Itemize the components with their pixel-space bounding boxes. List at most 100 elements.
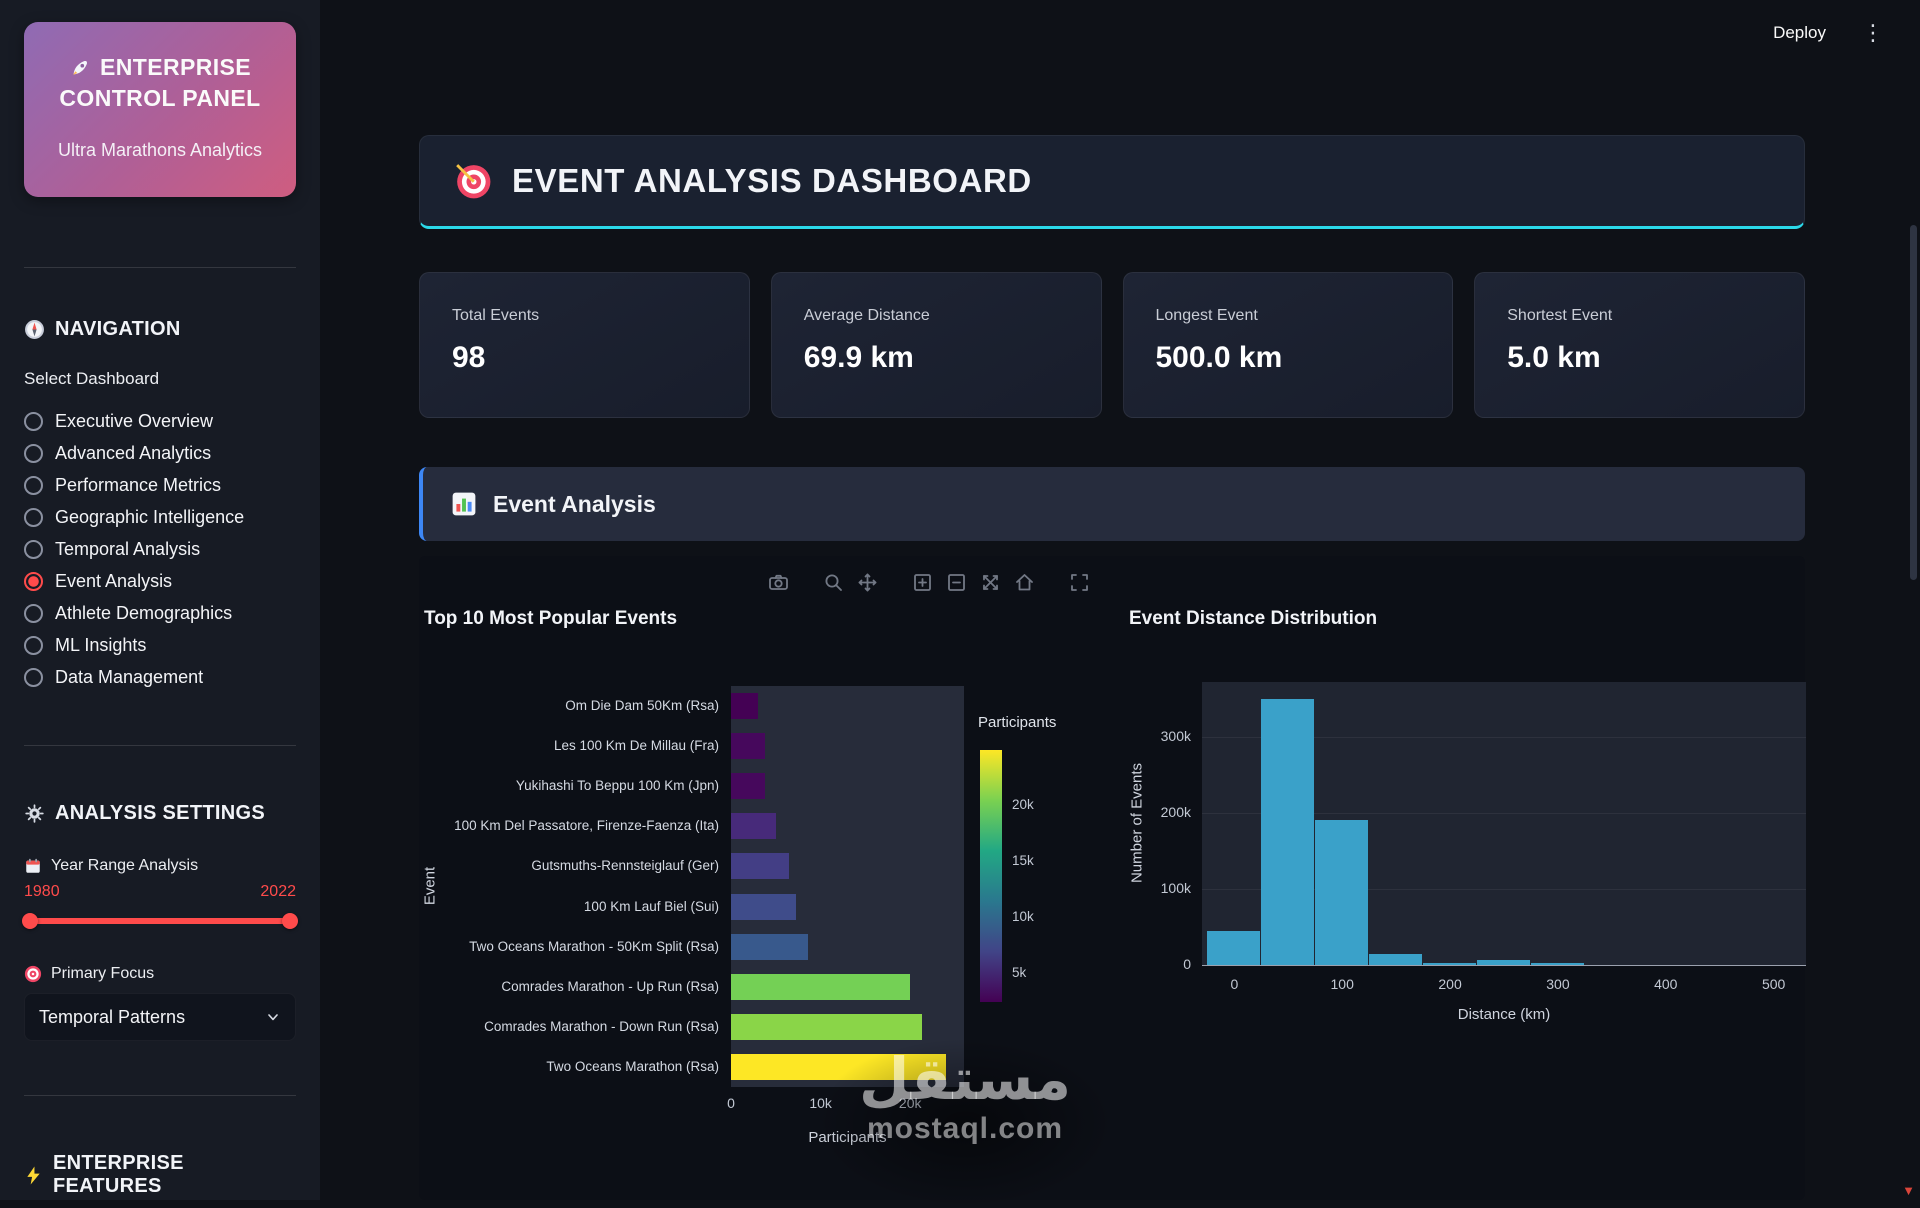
histogram-plot-area[interactable] (1202, 682, 1806, 966)
target-dart-icon (454, 162, 492, 200)
zoom-out-icon[interactable] (946, 572, 967, 593)
sidebar-item-executive-overview[interactable]: Executive Overview (24, 405, 296, 437)
year-range-min: 1980 (24, 883, 60, 900)
sidebar-item-performance-metrics[interactable]: Performance Metrics (24, 469, 296, 501)
radio-icon (24, 443, 43, 463)
metric-label: Average Distance (803, 307, 930, 324)
x-tick: 0 (1230, 976, 1239, 992)
y-axis-label: Number of Events (1128, 762, 1146, 884)
radio-label: Data Management (55, 666, 204, 687)
deploy-button[interactable]: Deploy (1773, 23, 1826, 42)
bar-plot-area[interactable] (731, 686, 964, 1087)
camera-icon[interactable] (768, 572, 789, 593)
x-tick: 400 (1654, 976, 1678, 992)
histogram-bar (1207, 930, 1261, 965)
x-tick: 10k (809, 1095, 832, 1111)
zoom-in-icon[interactable] (912, 572, 933, 593)
home-icon[interactable] (1014, 572, 1035, 593)
sidebar-item-ml-insights[interactable]: ML Insights (24, 629, 296, 661)
bar-two-oceans-marathon-50km-split-rsa (731, 933, 809, 960)
y-tick: 100k (1160, 879, 1191, 896)
gridline (1202, 888, 1806, 890)
year-range-max: 2022 (260, 883, 296, 900)
year-range-values: 1980 2022 (24, 883, 296, 901)
year-range-slider[interactable] (22, 913, 298, 929)
colorbar-tick: 10k (1012, 909, 1034, 924)
category-label: Yukihashi To Beppu 100 Km (Jpn) (515, 778, 719, 794)
plotly-modebar (768, 572, 1090, 593)
sidebar-item-event-analysis[interactable]: Event Analysis (24, 565, 296, 597)
radio-label: Geographic Intelligence (55, 506, 245, 527)
primary-focus-value: Temporal Patterns (39, 1006, 186, 1027)
metric-card-total-events: Total Events 98 (419, 272, 750, 418)
page-title: EVENT ANALYSIS DASHBOARD (512, 162, 1032, 199)
gridline (1202, 812, 1806, 814)
main-content: Deploy ⋮ EVENT ANALYSIS DASHBOARD Total … (320, 0, 1920, 1208)
lightning-icon (24, 1165, 43, 1185)
x-tick: 100 (1330, 976, 1354, 992)
metric-card-longest-event: Longest Event 500.0 km (1122, 272, 1454, 418)
gridline (1202, 736, 1806, 738)
analysis-settings-heading-label: ANALYSIS SETTINGS (55, 802, 265, 824)
category-label: Comrades Marathon - Up Run (Rsa) (501, 978, 719, 994)
year-range-label: Year Range Analysis (24, 857, 296, 875)
bar-comrades-marathon-up-run-rsa (731, 973, 911, 1000)
y-tick: 0 (1183, 956, 1191, 972)
sidebar-divider (24, 1095, 296, 1096)
bar-om-die-dam-50km-rsa (731, 693, 758, 720)
primary-focus-label: Primary Focus (24, 965, 296, 983)
event-analysis-section-header: Event Analysis (419, 467, 1805, 541)
calendar-icon (24, 857, 42, 875)
radio-label: Advanced Analytics (55, 442, 212, 463)
slider-thumb-min[interactable] (22, 913, 38, 929)
kebab-menu-icon[interactable]: ⋮ (1862, 20, 1884, 45)
primary-focus-select[interactable]: Temporal Patterns (24, 993, 296, 1041)
x-tick: 500 (1761, 976, 1786, 992)
section-title: Event Analysis (493, 490, 656, 517)
bar-yukihashi-to-beppu-100-km-jpn (731, 773, 766, 800)
metric-card-shortest-event: Shortest Event 5.0 km (1474, 272, 1805, 418)
category-label: Two Oceans Marathon (Rsa) (546, 1058, 719, 1074)
metric-value: 69.9 km (803, 341, 914, 374)
top-events-chart: Top 10 Most Popular Events Event Om Die … (422, 598, 1112, 1182)
slider-track[interactable] (26, 918, 294, 924)
logo-card: ENTERPRISE CONTROL PANEL Ultra Marathons… (24, 22, 296, 197)
colorbar-tick: 15k (1012, 853, 1034, 868)
colorbar-title: Participants (978, 714, 1057, 731)
radio-icon (24, 475, 43, 495)
metric-card-average-distance: Average Distance 69.9 km (770, 272, 1102, 418)
sidebar-item-data-management[interactable]: Data Management (24, 661, 296, 693)
slider-thumb-max[interactable] (282, 913, 298, 929)
metric-label: Longest Event (1155, 307, 1258, 324)
fullscreen-icon[interactable] (1069, 572, 1090, 593)
bar-comrades-marathon-down-run-rsa (731, 1013, 922, 1040)
enterprise-features-heading: ENTERPRISE FEATURES (24, 1152, 296, 1198)
logo-title-text-1: ENTERPRISE (100, 54, 251, 80)
radio-icon (24, 571, 43, 591)
analysis-settings-heading: ANALYSIS SETTINGS (24, 802, 296, 825)
pan-icon[interactable] (857, 572, 878, 593)
compass-icon (24, 319, 45, 340)
sidebar-item-athlete-demographics[interactable]: Athlete Demographics (24, 597, 296, 629)
category-label: Les 100 Km De Millau (Fra) (553, 738, 719, 754)
bar-les-100-km-de-millau-fra (731, 733, 766, 760)
histogram-bar (1530, 963, 1584, 965)
distance-distribution-chart: Event Distance Distribution Number of Ev… (1127, 598, 1820, 1182)
metric-value: 98 (452, 341, 486, 374)
y-tick: 200k (1160, 803, 1191, 820)
sidebar-item-temporal-analysis[interactable]: Temporal Analysis (24, 533, 296, 565)
category-label: Comrades Marathon - Down Run (Rsa) (484, 1018, 719, 1034)
category-label: Om Die Dam 50Km (Rsa) (565, 698, 719, 713)
radio-label: Temporal Analysis (55, 538, 201, 559)
histogram-bar (1369, 954, 1423, 965)
histogram-bar (1477, 960, 1530, 965)
select-dashboard-label: Select Dashboard (24, 369, 160, 388)
radio-icon (24, 667, 43, 687)
zoom-icon[interactable] (823, 572, 844, 593)
radio-label: Executive Overview (55, 410, 214, 431)
sidebar-item-geographic-intelligence[interactable]: Geographic Intelligence (24, 501, 296, 533)
sidebar-item-advanced-analytics[interactable]: Advanced Analytics (24, 437, 296, 469)
logo-subtitle: Ultra Marathons Analytics (57, 140, 263, 160)
autoscale-icon[interactable] (980, 572, 1001, 593)
scrollbar-thumb[interactable] (1910, 225, 1917, 580)
